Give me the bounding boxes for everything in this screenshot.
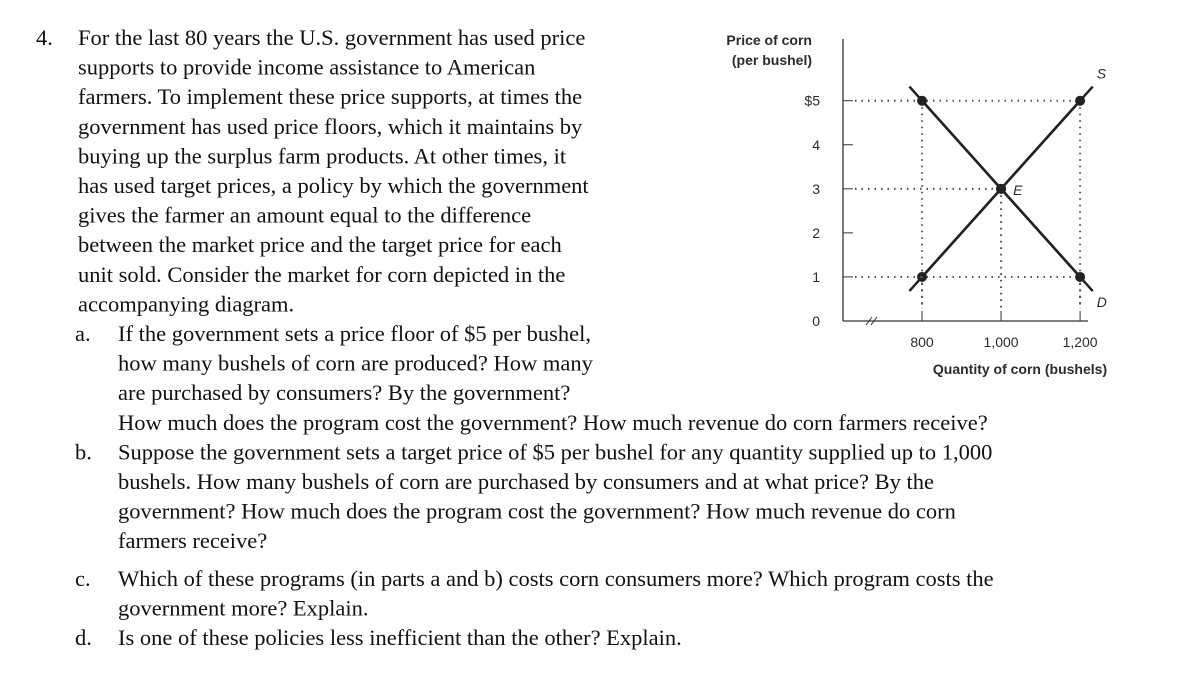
point <box>1075 271 1086 282</box>
part-line: farmers receive? <box>118 528 267 553</box>
part-line: bushels. How many bushels of corn are pu… <box>118 469 934 494</box>
question-line: buying up the surplus farm products. At … <box>78 143 567 168</box>
question-line: government has used price floors, which … <box>78 114 583 139</box>
x-tick-label: 1,000 <box>984 334 1019 350</box>
axis-break <box>865 316 873 326</box>
y-axis-label: Price of corn <box>726 32 812 48</box>
part-line: If the government sets a price floor of … <box>118 321 591 346</box>
series-label: D <box>1097 294 1107 310</box>
y-tick-label: 2 <box>812 225 820 241</box>
y-tick-label: 0 <box>812 313 820 329</box>
question-line: unit sold. Consider the market for corn … <box>78 262 565 287</box>
part-label: a. <box>75 321 91 346</box>
point <box>1075 95 1086 106</box>
question-line: between the market price and the target … <box>78 232 562 257</box>
part-line: Is one of these policies less inefficien… <box>118 625 682 650</box>
part-label: d. <box>75 625 92 650</box>
part-label: b. <box>75 439 92 464</box>
part-line: Suppose the government sets a target pri… <box>118 439 992 464</box>
axis-break <box>870 316 878 326</box>
question-number: 4. <box>36 25 53 50</box>
x-tick-label: 1,200 <box>1063 334 1098 350</box>
y-tick-label: $5 <box>804 93 820 109</box>
x-axis-label: Quantity of corn (bushels) <box>933 361 1107 377</box>
part-line: government? How much does the program co… <box>118 499 956 524</box>
question-line: gives the farmer an amount equal to the … <box>78 203 531 228</box>
point <box>917 95 928 106</box>
point <box>996 183 1007 194</box>
question-line: For the last 80 years the U.S. governmen… <box>78 25 585 50</box>
x-tick-label: 800 <box>910 334 934 350</box>
part-line: are purchased by consumers? By the gover… <box>118 380 570 405</box>
part-line: How much does the program cost the gover… <box>118 410 988 435</box>
question-line: accompanying diagram. <box>78 291 294 316</box>
part-line: government more? Explain. <box>118 595 369 620</box>
y-tick-label: 3 <box>812 181 820 197</box>
question-line: supports to provide income assistance to… <box>78 55 535 80</box>
part-label: c. <box>75 566 91 591</box>
part-line: Which of these programs (in parts a and … <box>118 566 994 591</box>
y-tick-label: 1 <box>812 269 820 285</box>
y-tick-label: 4 <box>812 137 820 153</box>
question-line: has used target prices, a policy by whic… <box>78 173 589 198</box>
question-line: farmers. To implement these price suppor… <box>78 84 582 109</box>
part-line: how many bushels of corn are produced? H… <box>118 351 594 376</box>
annotation: E <box>1013 182 1023 198</box>
series-label: S <box>1097 66 1107 82</box>
y-axis-label: (per bushel) <box>732 52 812 68</box>
